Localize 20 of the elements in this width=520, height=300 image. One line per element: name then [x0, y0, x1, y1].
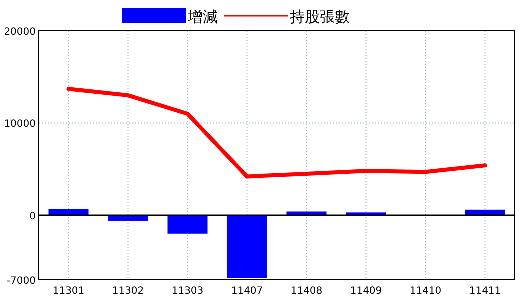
- x-tick-label: 11410: [410, 286, 442, 297]
- y-tick-label: 10000: [4, 119, 36, 130]
- bar: [168, 215, 208, 234]
- y-tick-label: 20000: [4, 27, 36, 38]
- y-tick-label: -7000: [6, 276, 36, 287]
- legend-label: 增減: [187, 8, 218, 26]
- bar: [227, 215, 268, 278]
- bar: [108, 215, 148, 221]
- x-tick-label: 11408: [290, 286, 323, 297]
- x-tick-label: 11411: [469, 286, 502, 297]
- bar: [465, 210, 506, 216]
- x-tick-label: 11302: [112, 286, 144, 297]
- x-tick-label: 11303: [172, 286, 204, 297]
- legend-label: 持股張數: [290, 8, 350, 26]
- x-tick-label: 11301: [52, 286, 85, 297]
- x-tick-label: 11409: [350, 286, 382, 297]
- x-tick-label: 11407: [231, 286, 264, 297]
- y-tick-label: 0: [30, 211, 36, 222]
- line-series: [66, 87, 488, 179]
- bar: [48, 208, 89, 216]
